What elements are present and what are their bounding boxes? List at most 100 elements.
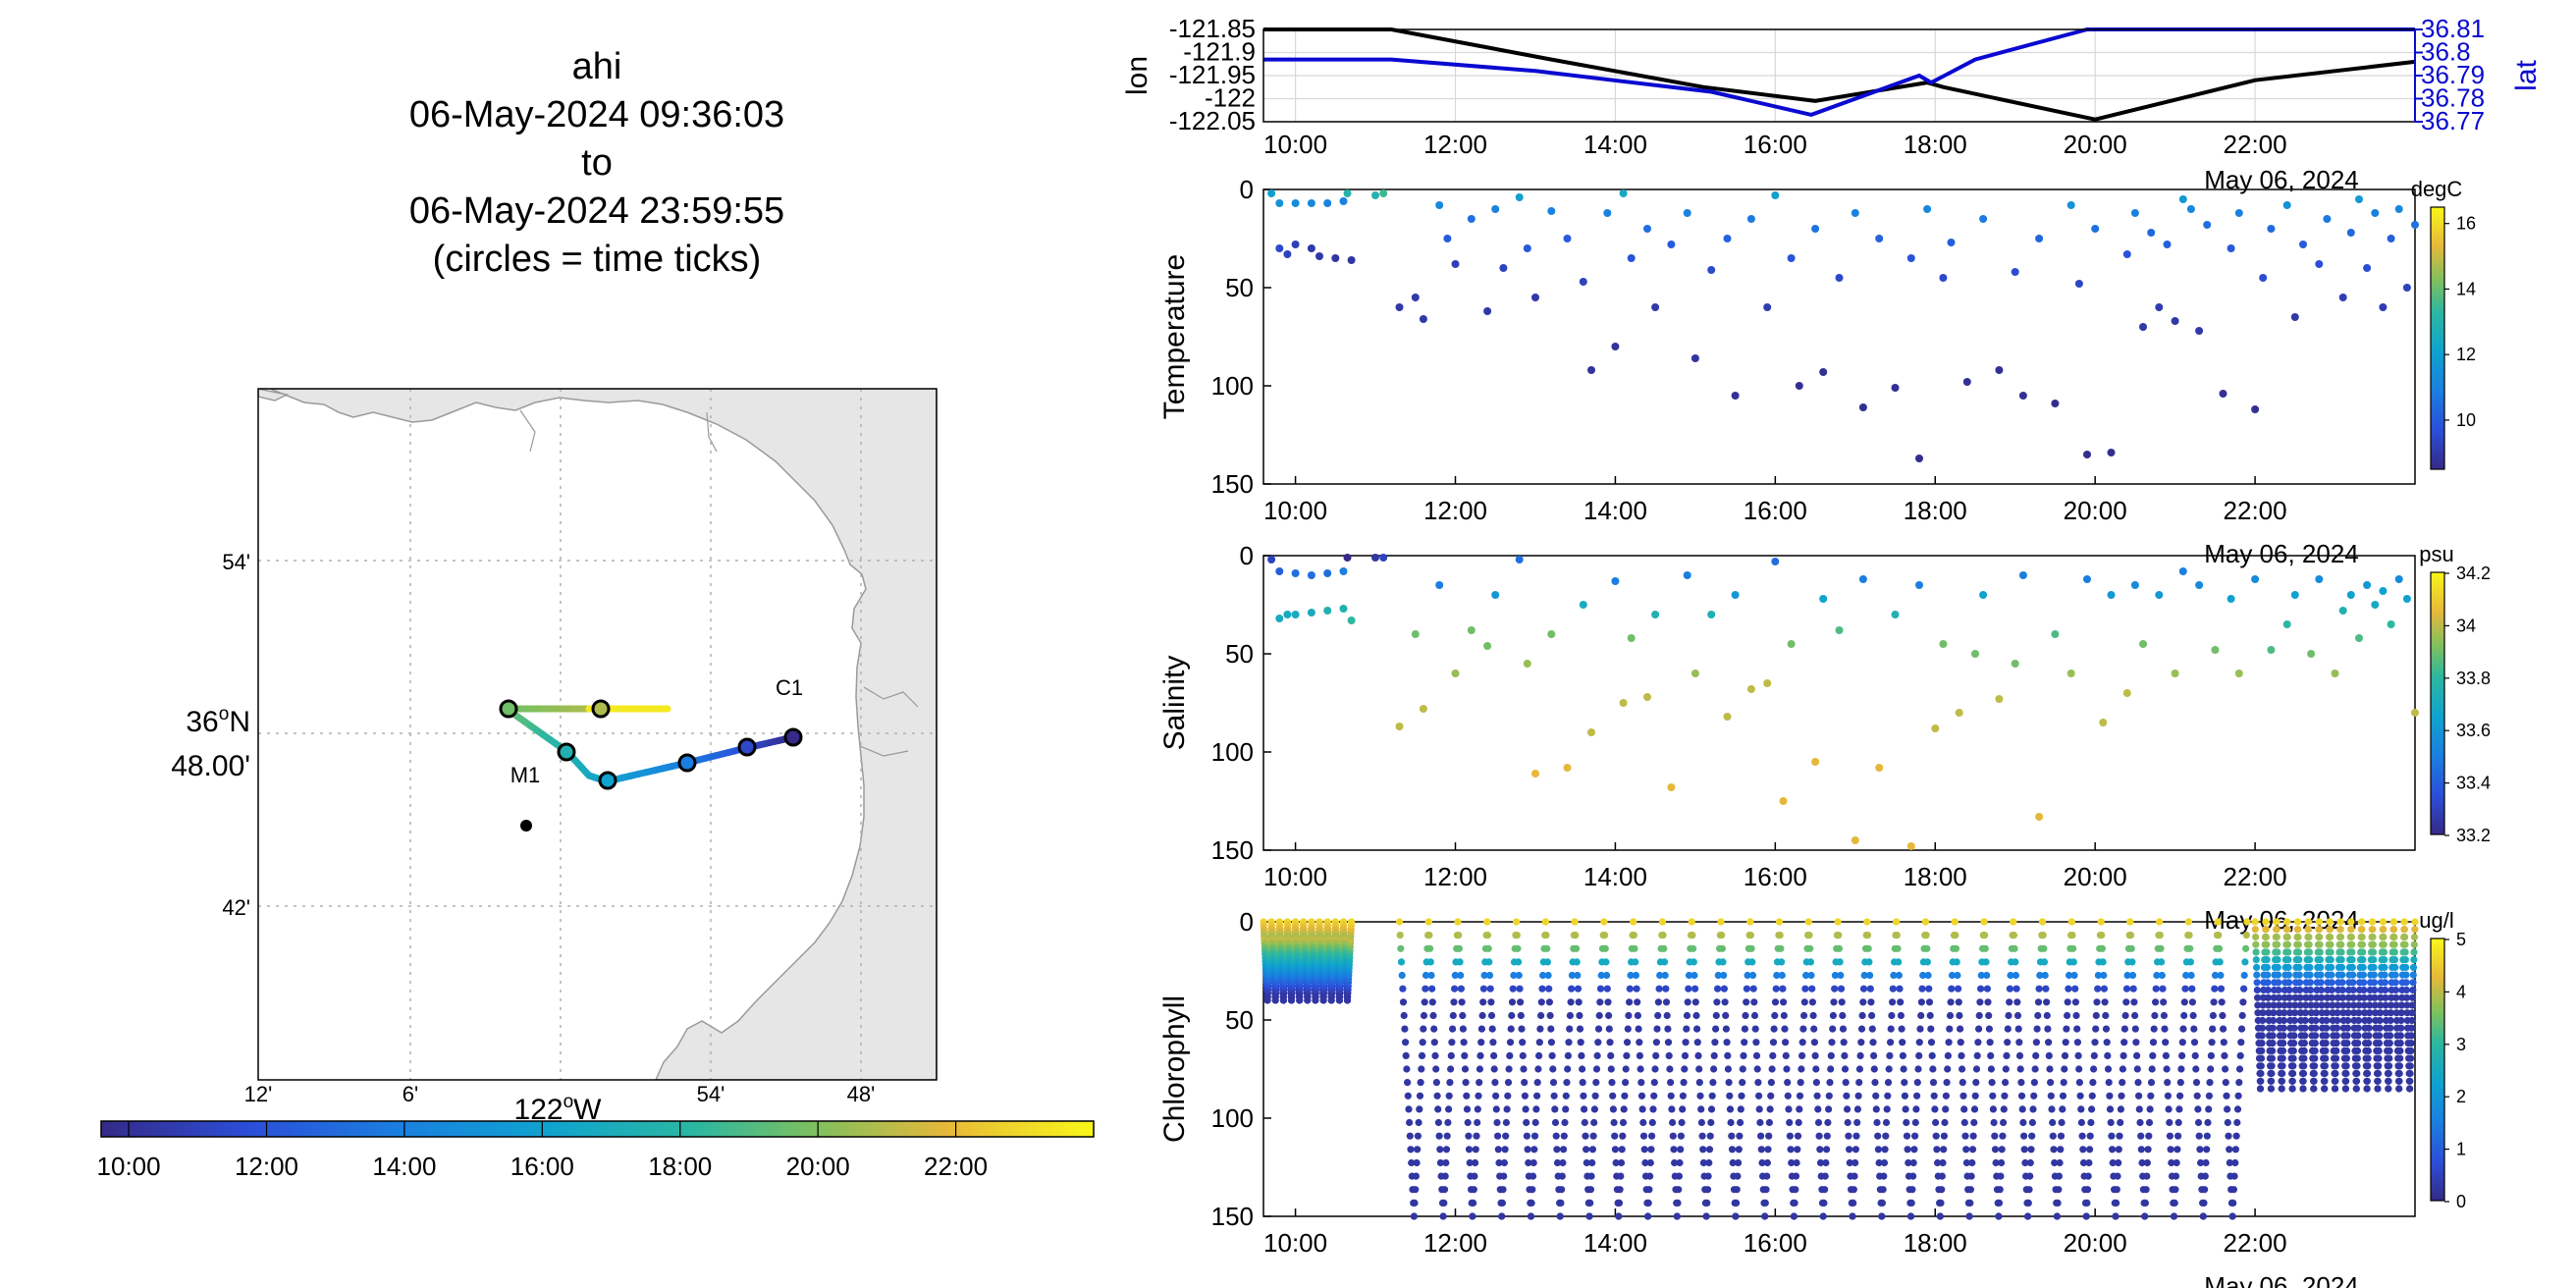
chlorophyll-point [2136, 1118, 2144, 1127]
chlorophyll-point [2101, 998, 2109, 1006]
position-left-tick-label: -121.95 [1169, 60, 1256, 89]
chlorophyll-point [2374, 1077, 2382, 1085]
chlorophyll-point [1688, 918, 1695, 926]
salinity-point [1291, 611, 1300, 618]
chlorophyll-point [1852, 1158, 1859, 1167]
temperature-colorbar-tick-label: 16 [2456, 214, 2476, 234]
chlorophyll-point [2354, 1032, 2362, 1040]
chlorophyll-point [1565, 1039, 1573, 1046]
chlorophyll-y-tick-label: 150 [1211, 1202, 1254, 1231]
chlorophyll-point [1830, 998, 1838, 1006]
temperature-point [2195, 327, 2204, 335]
chlorophyll-point [1820, 1199, 1828, 1207]
position-ylabel-left: lon [1121, 56, 1154, 95]
chlorophyll-point [1439, 1212, 1447, 1220]
chlorophyll-point [1444, 1118, 1452, 1127]
chlorophyll-point [2254, 993, 2262, 1001]
salinity-colorbar-tick-label: 33.2 [2456, 826, 2491, 845]
temperature-point [2355, 195, 2363, 203]
chlorophyll-point [1502, 1132, 1510, 1140]
chlorophyll-point [2178, 1051, 2186, 1059]
chlorophyll-point [1447, 1051, 1455, 1059]
salinity-point [1275, 567, 1284, 575]
salinity-colorbar-tick-label: 33.8 [2456, 669, 2491, 688]
chlorophyll-point [2221, 1051, 2228, 1059]
chlorophyll-point [1846, 1146, 1853, 1154]
chlorophyll-point [1977, 971, 1985, 980]
chlorophyll-point [1644, 1212, 1652, 1220]
chlorophyll-point [2199, 1212, 2207, 1220]
chlorophyll-point [1708, 1092, 1716, 1100]
chlorophyll-point [1543, 958, 1551, 966]
chlorophyll-point [2300, 1046, 2308, 1054]
chlorophyll-point [1868, 1011, 1876, 1020]
temperature-point [2186, 205, 2195, 213]
chlorophyll-point [1720, 985, 1728, 993]
chlorophyll-ylabel: Chlorophyll [1158, 995, 1191, 1143]
chlorophyll-point [2296, 993, 2304, 1001]
chlorophyll-point [2070, 971, 2078, 980]
chlorophyll-point [1537, 998, 1545, 1006]
chlorophyll-point [1931, 1105, 1939, 1113]
chlorophyll-point [2321, 1062, 2329, 1070]
chlorophyll-point [1477, 1039, 1485, 1046]
chlorophyll-point [1792, 1186, 1799, 1194]
temperature-point [2219, 390, 2227, 398]
salinity-point [1587, 728, 1595, 736]
salinity-x-tick-label: 10:00 [1263, 862, 1327, 891]
chlorophyll-point [1808, 998, 1816, 1006]
chlorophyll-point [2119, 1065, 2126, 1073]
chlorophyll-point [2133, 1065, 2141, 1073]
chlorophyll-point [2088, 1105, 2096, 1113]
chlorophyll-point [1420, 1025, 1427, 1033]
salinity-point [2411, 709, 2419, 717]
chlorophyll-point [1814, 1105, 1822, 1113]
chlorophyll-point [1777, 944, 1785, 952]
salinity-point [1707, 611, 1716, 618]
chlorophyll-point [1420, 1011, 1428, 1020]
chlorophyll-point [1585, 1212, 1593, 1220]
chlorophyll-point [2360, 993, 2368, 1001]
chlorophyll-point [2138, 1158, 2146, 1167]
temperature-y-tick-label: 0 [1240, 175, 1254, 204]
chlorophyll-point [2267, 1085, 2275, 1093]
chlorophyll-point [1626, 985, 1634, 993]
chlorophyll-point [1996, 1186, 2004, 1194]
chlorophyll-point [1399, 998, 1408, 1006]
chlorophyll-point [1911, 1132, 1919, 1140]
chlorophyll-point [1690, 971, 1698, 980]
chlorophyll-point [1853, 1118, 1861, 1127]
chlorophyll-point [1794, 1132, 1802, 1140]
chlorophyll-point [2085, 1158, 2093, 1167]
salinity-x-tick-label: 12:00 [1423, 862, 1487, 891]
chlorophyll-point [2290, 1016, 2298, 1025]
chlorophyll-point [2294, 926, 2302, 934]
temperature-point [1731, 392, 1740, 400]
chlorophyll-point [2327, 948, 2334, 956]
chlorophyll-point [2269, 1032, 2277, 1040]
temperature-point [1723, 235, 1732, 242]
salinity-colorbar-tick-label: 33.6 [2456, 721, 2491, 740]
map-lon-label: 54' [697, 1082, 725, 1106]
chlorophyll-point [1850, 1186, 1857, 1194]
chlorophyll-point [1626, 998, 1634, 1006]
chlorophyll-point [2040, 958, 2049, 966]
chlorophyll-point [2337, 940, 2345, 948]
chlorophyll-point [2099, 958, 2107, 966]
chlorophyll-point [1812, 1065, 1820, 1073]
chlorophyll-point [1987, 1051, 1995, 1059]
chlorophyll-point [2000, 1105, 2008, 1113]
chlorophyll-point [1897, 998, 1905, 1006]
chlorophyll-point [2237, 1025, 2246, 1033]
chlorophyll-point [1517, 1011, 1525, 1020]
chlorophyll-point [1728, 1146, 1737, 1154]
chlorophyll-point [2390, 948, 2398, 956]
chlorophyll-point [2054, 1199, 2062, 1207]
chlorophyll-point [2251, 926, 2259, 934]
chlorophyll-point [1714, 971, 1722, 980]
temperature-marks [1267, 189, 2419, 462]
chlorophyll-point [1718, 944, 1726, 952]
chlorophyll-point [2371, 1009, 2380, 1017]
chlorophyll-point [2283, 926, 2291, 934]
chlorophyll-point [2283, 940, 2291, 948]
